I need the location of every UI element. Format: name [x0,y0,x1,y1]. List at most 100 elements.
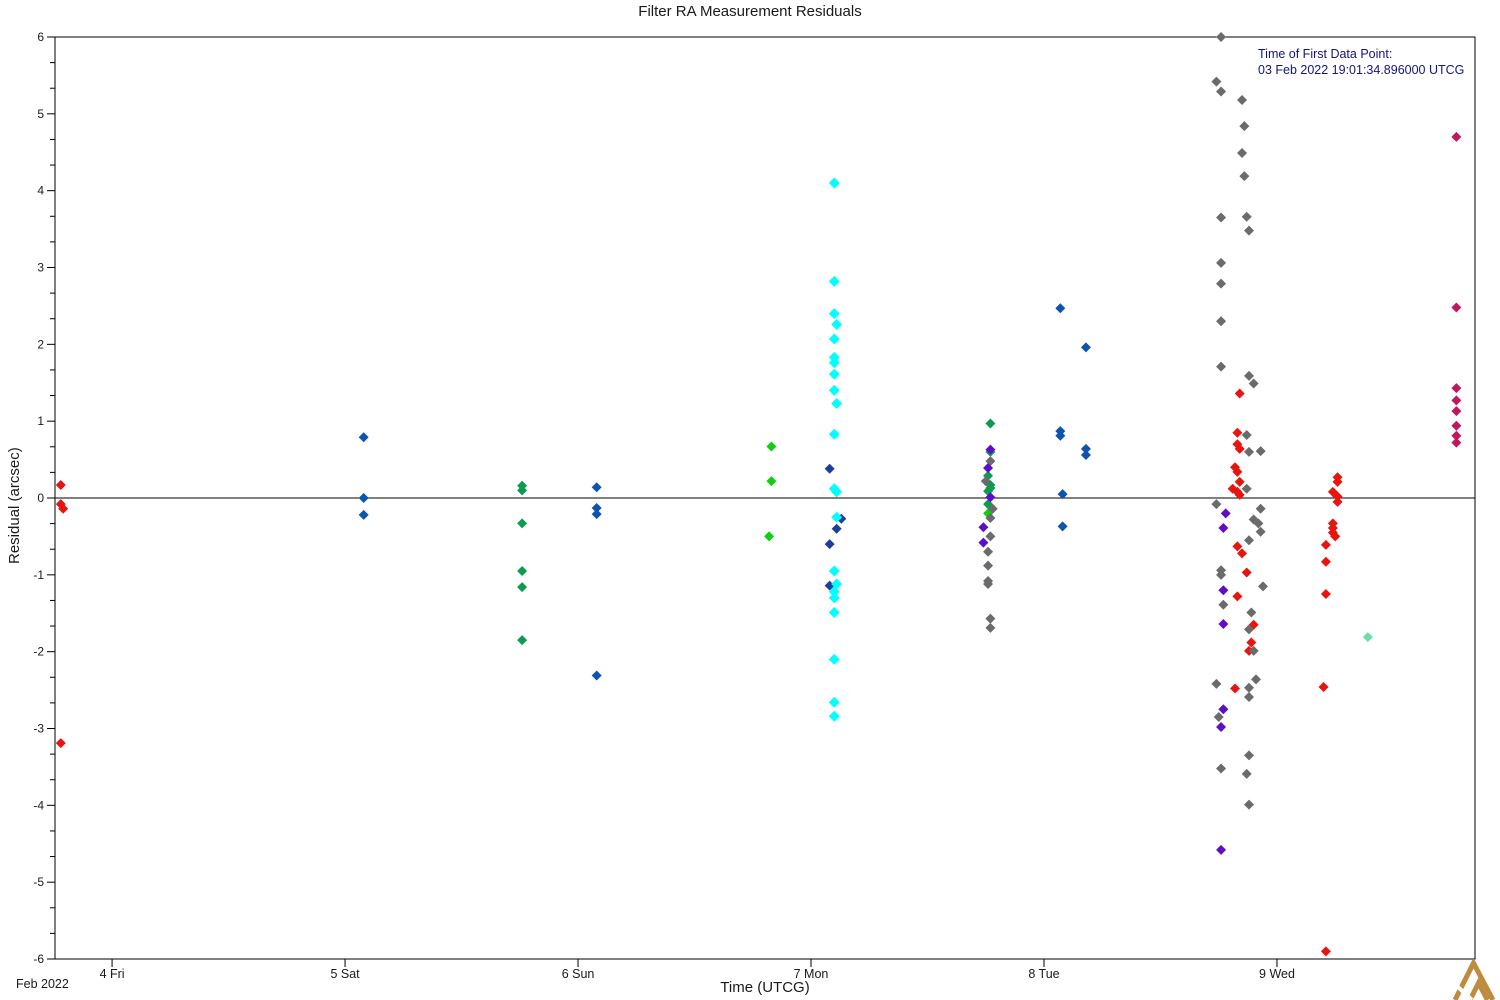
data-point-red [1232,541,1243,552]
data-point-gray [985,512,996,523]
data-point-cyan [831,397,843,409]
data-point-violet-red [1451,383,1462,394]
data-point-gray [1244,225,1255,236]
data-point-cyan [828,653,840,665]
y-tick-label: -4 [33,798,44,812]
data-point-gray [1244,535,1255,546]
data-point-gray [1216,316,1227,327]
data-point-gray [1239,121,1250,132]
data-point-gray [1239,171,1250,182]
data-point-gray [1255,503,1266,514]
data-point-cyan [828,696,840,708]
x-tick-label: 9 Wed [1259,967,1295,981]
data-point-red [1246,637,1257,648]
y-tick-label: -1 [33,568,44,582]
data-point-red [1320,539,1331,550]
y-tick-label: 5 [37,107,44,121]
data-point-red [1330,531,1341,542]
data-point-gray [1244,750,1255,761]
data-point-sea-green [517,582,528,593]
data-point-gray [980,476,991,487]
x-tick-label: 7 Mon [794,967,829,981]
data-point-purple [978,537,989,548]
data-point-red [1332,491,1343,502]
data-point-royal-blue [1057,489,1068,500]
data-point-cyan [828,592,840,604]
data-point-gray [1244,624,1255,635]
data-point-sea-green [517,565,528,576]
data-point-gray [1244,446,1255,457]
data-point-cyan [828,710,840,722]
y-tick-label: 2 [37,337,44,351]
data-point-purple [978,522,989,533]
data-point-cyan [828,275,840,287]
y-tick-label: 1 [37,414,44,428]
data-point-gray [1211,678,1222,689]
data-point-cyan [828,308,840,320]
data-point-cyan [828,333,840,345]
data-point-cyan [831,486,843,498]
data-point-red [1241,567,1252,578]
data-point-royal-blue [591,482,602,493]
data-point-royal-blue [1057,521,1068,532]
data-point-gray [1244,682,1255,693]
data-point-gray [1241,768,1252,779]
data-point-gray [1213,711,1224,722]
data-point-cyan [828,606,840,618]
data-point-violet-red [1451,302,1462,313]
data-point-gray [1244,691,1255,702]
data-point-purple [1218,619,1229,630]
y-tick-label: -2 [33,645,44,659]
data-point-gray [983,546,994,557]
y-tick-label: 4 [37,184,44,198]
data-point-purple [985,444,996,455]
data-point-royal-blue [1080,443,1091,454]
data-point-red [55,738,66,749]
data-point-royal-blue [1055,303,1066,314]
data-point-gray [1241,429,1252,440]
data-point-aquamarine [1362,632,1373,643]
data-point-red [1237,548,1248,559]
data-point-gray [1216,257,1227,268]
data-point-gray [985,613,996,624]
data-point-cyan [828,565,840,577]
data-point-purple [1218,704,1229,715]
x-axis-title: Time (UTCG) [720,979,810,996]
x-tick-label: 6 Sun [562,967,595,981]
data-point-gray [1248,645,1259,656]
data-point-gray [983,579,994,590]
data-point-purple [1218,585,1229,596]
data-point-red [1230,683,1241,694]
data-point-purple [985,492,996,503]
data-point-gray [1241,483,1252,494]
annotation-line2: 03 Feb 2022 19:01:34.896000 UTCG [1258,63,1465,77]
data-point-gray [1216,278,1227,289]
data-point-gray [1244,799,1255,810]
data-point-navy [824,463,835,474]
data-point-gray [987,503,998,514]
data-point-purple [983,463,994,474]
data-point-red [1234,476,1245,487]
data-point-royal-blue [591,502,602,513]
data-point-red [58,503,69,514]
data-point-navy [831,523,842,534]
data-point-red [1332,496,1343,507]
data-point-royal-blue [358,493,369,503]
data-point-cyan [828,586,840,598]
data-point-red [1232,591,1243,602]
data-point-violet-red [1451,131,1462,142]
data-point-gray [1216,569,1227,580]
data-point-cyan [828,428,840,440]
data-point-gray [1253,518,1264,529]
data-point-gray [1248,378,1259,389]
data-point-gray [1257,581,1268,592]
data-point-red [1320,556,1331,567]
x-tick-label: 5 Sat [330,967,360,981]
data-point-gray [1255,446,1266,457]
data-point-gray [1244,370,1255,381]
annotation-line1: Time of First Data Point: [1258,47,1393,61]
data-point-red [55,479,66,490]
data-point-lime-green [764,531,775,542]
first-data-point-annotation: Time of First Data Point: 03 Feb 2022 19… [1258,46,1464,78]
